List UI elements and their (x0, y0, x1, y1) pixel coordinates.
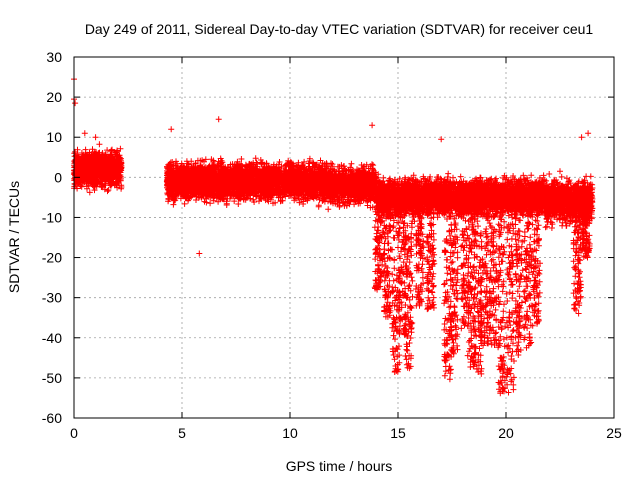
grid-lines (74, 57, 614, 418)
y-tick-label: -30 (42, 290, 62, 306)
x-tick-label: 15 (390, 425, 406, 441)
x-tick-label: 5 (178, 425, 186, 441)
y-tick-label: 20 (46, 89, 62, 105)
y-tick-label: -60 (42, 410, 62, 426)
y-tick-label: -20 (42, 250, 62, 266)
x-tick-label: 10 (282, 425, 298, 441)
x-tick-label: 20 (498, 425, 514, 441)
x-tick-label: 25 (606, 425, 622, 441)
y-tick-label: 0 (54, 169, 62, 185)
x-tick-labels: 0 5 10 15 20 25 (70, 425, 622, 441)
data-points (71, 76, 596, 397)
y-tick-label: 10 (46, 129, 62, 145)
y-tick-label: 30 (46, 49, 62, 65)
sdtvar-point-markers (71, 76, 596, 397)
y-tick-labels: -60 -50 -40 -30 -20 -10 0 10 20 30 (42, 49, 62, 426)
x-axis-label: GPS time / hours (286, 458, 393, 474)
y-axis-label: SDTVAR / TECUs (6, 181, 22, 293)
chart-title: Day 249 of 2011, Sidereal Day-to-day VTE… (85, 21, 594, 37)
y-tick-label: -50 (42, 370, 62, 386)
plot-frame (73, 56, 615, 419)
y-tick-label: -10 (42, 209, 62, 225)
y-tick-label: -40 (42, 330, 62, 346)
axis-ticks (73, 56, 615, 419)
x-tick-label: 0 (70, 425, 78, 441)
